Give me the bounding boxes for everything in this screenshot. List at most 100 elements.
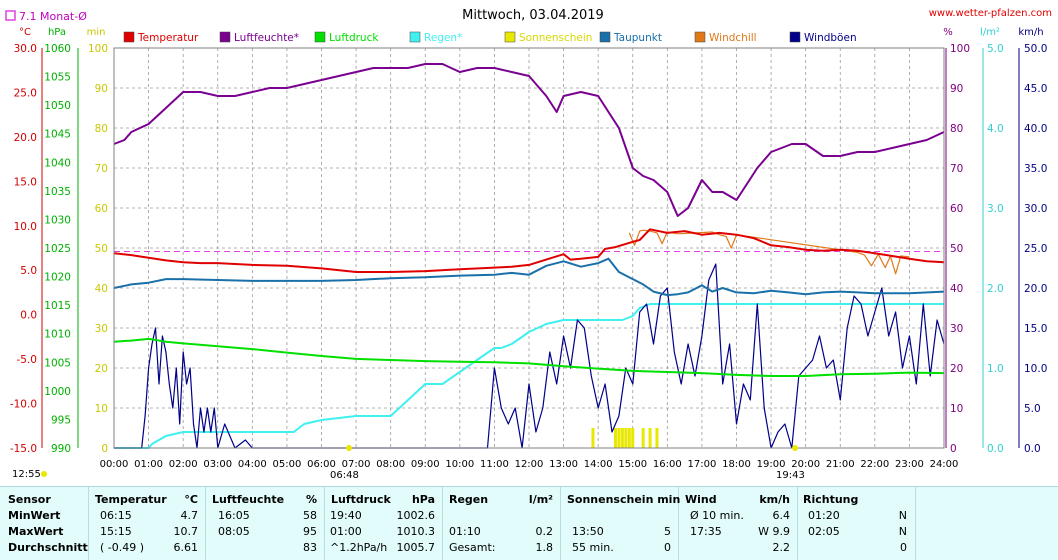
- stat-t-time: 06:15: [100, 509, 132, 522]
- stat-ld-val: 1002.6: [396, 509, 436, 522]
- pressure-tick-label: 1055: [44, 72, 71, 84]
- wind-tick-label: 25.0: [1024, 243, 1047, 255]
- wind-tick-label: 15.0: [1024, 323, 1047, 335]
- unit-celsius: °C: [19, 27, 31, 38]
- legend-label: Windchill: [709, 32, 757, 44]
- header-sonnenschein: Sonnenschein min: [567, 493, 681, 506]
- temp-tick-label: 5.0: [20, 265, 37, 277]
- sunshine-bar: [624, 428, 628, 448]
- series-marks: [113, 63, 945, 449]
- legend: Temperatur Luftfeuchte* Luftdruck Regen* Son…: [123, 31, 857, 44]
- sunshine-bar: [641, 428, 645, 448]
- legend-label: Taupunkt: [613, 32, 662, 44]
- stat-s-time: 13:50: [572, 525, 604, 538]
- stat-r-val: 1.8: [535, 541, 554, 554]
- pressure-tick-label: 995: [51, 414, 71, 426]
- sun-icon: [41, 471, 47, 477]
- sun-tick-label: 30: [95, 323, 108, 335]
- stat-t-time: ( -0.49 ): [100, 541, 145, 554]
- pressure-tick-label: 1060: [44, 43, 71, 55]
- legend-label: Luftfeuchte*: [234, 32, 299, 44]
- stat-d-time: 02:05: [808, 525, 840, 538]
- stat-t-val: 6.61: [173, 541, 199, 554]
- pressure-tick-label: 1005: [44, 357, 71, 369]
- y-axes: 30.0 25.0 20.0 15.0 10.0 5.0 0.0 -5.0 -10.0 -15.0…: [10, 43, 1048, 455]
- temp-tick-label: -5.0: [17, 354, 38, 366]
- header-temperatur: Temperatur: [95, 493, 167, 506]
- series-line-temperatur: [113, 228, 945, 273]
- header-wind-unit: km/h: [759, 493, 790, 506]
- unit-kmh: km/h: [1018, 27, 1043, 38]
- x-tick-label: 01:00: [134, 459, 163, 470]
- month-avg-note: 7.1 Monat-Ø: [19, 10, 87, 23]
- stat-t-val: 10.7: [173, 525, 199, 538]
- x-tick-label: 24:00: [930, 459, 959, 470]
- stat-t-time: 15:15: [100, 525, 132, 538]
- humidity-tick-label: 50: [950, 243, 963, 255]
- wind-tick-label: 10.0: [1024, 363, 1047, 375]
- stat-w-time: 17:35: [690, 525, 722, 538]
- sunshine-bar: [591, 428, 595, 448]
- unit-hpa: hPa: [48, 27, 66, 38]
- rain-tick-label: 5.0: [987, 43, 1004, 55]
- legend-swatch: [314, 31, 326, 43]
- stat-ld-time: 01:00: [330, 525, 362, 538]
- x-tick-label: 13:00: [549, 459, 578, 470]
- legend-label: Regen*: [424, 32, 462, 44]
- plot-frame: [113, 47, 945, 449]
- humidity-tick-label: 10: [950, 403, 963, 415]
- rain-tick-label: 2.0: [987, 283, 1004, 295]
- header-richtung: Richtung: [803, 493, 859, 506]
- header-luftfeuchte: Luftfeuchte: [212, 493, 285, 506]
- x-tick-label: 15:00: [618, 459, 647, 470]
- rain-tick-label: 0.0: [987, 443, 1004, 455]
- sunshine-bar: [631, 428, 635, 448]
- stat-ld-val: 1005.7: [396, 541, 436, 554]
- sun-tick-label: 0: [101, 443, 108, 455]
- legend-swatch: [504, 31, 516, 43]
- site-link[interactable]: www.wetter-pfalzen.com: [929, 8, 1052, 19]
- x-tick-label: 17:00: [688, 459, 717, 470]
- sunshine-bar: [648, 428, 652, 448]
- sunrise-time: 06:48: [330, 470, 359, 481]
- wind-tick-label: 0.0: [1024, 443, 1041, 455]
- sun-tick-label: 100: [88, 43, 108, 55]
- sun-tick-label: 50: [95, 243, 108, 255]
- legend-swatch: [219, 31, 231, 43]
- humidity-tick-label: 0: [950, 443, 957, 455]
- stat-lf-val: 83: [303, 541, 317, 554]
- sun-tick-label: 90: [95, 83, 108, 95]
- weather-chart: 7.1 Monat-Ø Mittwoch, 03.04.2019 www.wet…: [5, 8, 1052, 481]
- temp-tick-label: -15.0: [10, 443, 37, 455]
- stat-w-val: 6.4: [772, 509, 791, 522]
- stat-lf-val: 58: [303, 509, 317, 522]
- sunshine-bar: [655, 428, 659, 448]
- legend-label: Windböen: [804, 32, 857, 44]
- pressure-tick-label: 1040: [44, 157, 71, 169]
- sun-tick-label: 80: [95, 123, 108, 135]
- stat-w-val: W 9.9: [758, 525, 790, 538]
- stat-s-val: 0: [664, 541, 671, 554]
- pressure-tick-label: 1045: [44, 129, 71, 141]
- legend-swatch: [123, 31, 135, 43]
- sun-tick-label: 60: [95, 203, 108, 215]
- rain-tick-label: 4.0: [987, 123, 1004, 135]
- legend-label: Temperatur: [137, 32, 199, 44]
- x-tick-label: 06:00: [307, 459, 336, 470]
- x-tick-label: 19:00: [757, 459, 786, 470]
- temp-tick-label: 15.0: [14, 176, 37, 188]
- stat-d-val: N: [898, 525, 907, 538]
- legend-swatch: [409, 31, 421, 43]
- humidity-tick-label: 30: [950, 323, 963, 335]
- x-tick-label: 16:00: [653, 459, 682, 470]
- temp-tick-label: -10.0: [10, 399, 37, 411]
- header-regen-unit: l/m²: [528, 493, 553, 506]
- x-tick-label: 04:00: [238, 459, 267, 470]
- series-line-windböen: [114, 263, 945, 449]
- stat-w-time: Ø 10 min.: [690, 509, 744, 522]
- stat-ld-time: ^1.2hPa/h: [330, 541, 388, 554]
- x-tick-label: 09:00: [411, 459, 440, 470]
- unit-min: min: [87, 27, 106, 38]
- sunset-time: 19:43: [776, 470, 805, 481]
- x-tick-label: 07:00: [342, 459, 371, 470]
